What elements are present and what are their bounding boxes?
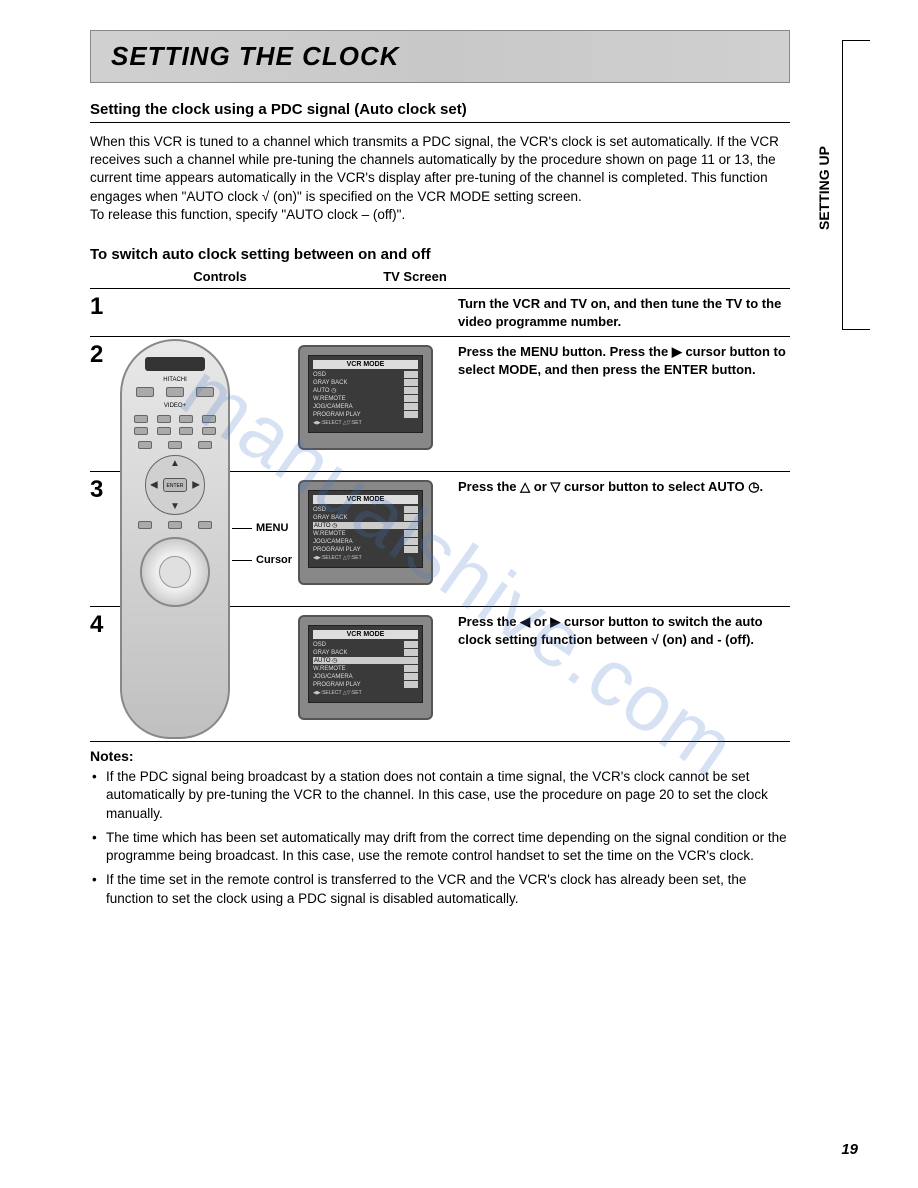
step-instruction: Turn the VCR and TV on, and then tune th… xyxy=(448,289,790,336)
step-row: 1 Turn the VCR and TV on, and then tune t… xyxy=(90,289,790,337)
remote-button xyxy=(157,427,171,435)
remote-button xyxy=(179,415,193,423)
intro-p2: To release this function, specify "AUTO … xyxy=(90,206,790,224)
step-number: 1 xyxy=(90,289,118,321)
remote-row xyxy=(130,441,220,449)
tv-screen-illustration: VCR MODEOSDGRAY BACKAUTO ◷W.REMOTEJOG/CA… xyxy=(298,480,433,585)
steps-table: HITACHI VIDEO+ xyxy=(90,289,790,742)
column-headers: Controls TV Screen xyxy=(90,269,790,289)
step-number: 4 xyxy=(90,607,118,639)
remote-menu-button xyxy=(168,441,182,449)
notes-title: Notes: xyxy=(90,748,858,764)
section-subtitle-2: To switch auto clock setting between on … xyxy=(90,246,790,263)
step-instruction: Press the △ or ▽ cursor button to select… xyxy=(448,472,790,502)
page-title: SETTING THE CLOCK xyxy=(111,41,769,72)
step-number: 3 xyxy=(90,472,118,504)
remote-display xyxy=(145,357,205,371)
page-number: 19 xyxy=(841,1141,858,1158)
dpad-enter-button: ENTER xyxy=(163,478,187,492)
intro-p1: When this VCR is tuned to a channel whic… xyxy=(90,133,790,206)
section-subtitle-1: Setting the clock using a PDC signal (Au… xyxy=(90,101,790,123)
remote-button xyxy=(168,521,182,529)
remote-button xyxy=(196,387,214,397)
remote-button xyxy=(166,387,184,397)
col-controls-header: Controls xyxy=(120,269,320,284)
tv-cell xyxy=(298,289,448,305)
tv-screen-illustration: VCR MODEOSDGRAY BACKAUTO ◷W.REMOTEJOG/CA… xyxy=(298,345,433,450)
remote-row xyxy=(130,427,220,435)
note-item: If the PDC signal being broadcast by a s… xyxy=(90,768,790,823)
remote-dpad: ▲ ▼ ◀ ▶ ENTER xyxy=(145,455,205,515)
tv-cell: VCR MODEOSDGRAY BACKAUTO ◷W.REMOTEJOG/CA… xyxy=(298,472,448,593)
remote-button xyxy=(134,427,148,435)
remote-button xyxy=(179,427,193,435)
remote-button xyxy=(157,415,171,423)
remote-brand: HITACHI xyxy=(130,377,220,383)
remote-jog-dial xyxy=(140,537,210,607)
remote-button xyxy=(202,415,216,423)
remote-row xyxy=(130,521,220,529)
remote-videoplus: VIDEO+ xyxy=(130,403,220,409)
note-item: If the time set in the remote control is… xyxy=(90,871,790,907)
remote-button xyxy=(202,427,216,435)
col-tvscreen-header: TV Screen xyxy=(340,269,490,284)
dpad-down-icon: ▼ xyxy=(170,501,180,512)
step-number: 2 xyxy=(90,337,118,369)
remote-button xyxy=(134,415,148,423)
tv-screen-illustration: VCR MODEOSDGRAY BACKAUTO ◷W.REMOTEJOG/CA… xyxy=(298,615,433,720)
side-tab-box xyxy=(842,40,870,330)
remote-body: HITACHI VIDEO+ xyxy=(120,339,230,739)
intro-text: When this VCR is tuned to a channel whic… xyxy=(90,133,790,224)
dpad-left-icon: ◀ xyxy=(150,480,158,491)
dpad-up-icon: ▲ xyxy=(170,458,180,469)
remote-row xyxy=(130,387,220,397)
tv-cell: VCR MODEOSDGRAY BACKAUTO ◷W.REMOTEJOG/CA… xyxy=(298,607,448,728)
step-instruction: Press the MENU button. Press the ▶ curso… xyxy=(448,337,790,384)
remote-button xyxy=(138,441,152,449)
step-instruction: Press the ◀ or ▶ cursor button to switch… xyxy=(448,607,790,654)
page-title-box: SETTING THE CLOCK xyxy=(90,30,790,83)
notes-list: If the PDC signal being broadcast by a s… xyxy=(90,768,790,908)
remote-control-illustration: HITACHI VIDEO+ xyxy=(120,339,230,739)
remote-label-cursor: Cursor xyxy=(232,554,292,566)
note-item: The time which has been set automaticall… xyxy=(90,829,790,865)
remote-button xyxy=(198,521,212,529)
remote-label-menu: MENU xyxy=(232,522,288,534)
remote-row xyxy=(130,415,220,423)
remote-button xyxy=(136,387,154,397)
tv-cell: VCR MODEOSDGRAY BACKAUTO ◷W.REMOTEJOG/CA… xyxy=(298,337,448,458)
side-tab-label: SETTING UP xyxy=(816,146,832,230)
remote-button xyxy=(138,521,152,529)
dpad-right-icon: ▶ xyxy=(192,480,200,491)
remote-button xyxy=(198,441,212,449)
